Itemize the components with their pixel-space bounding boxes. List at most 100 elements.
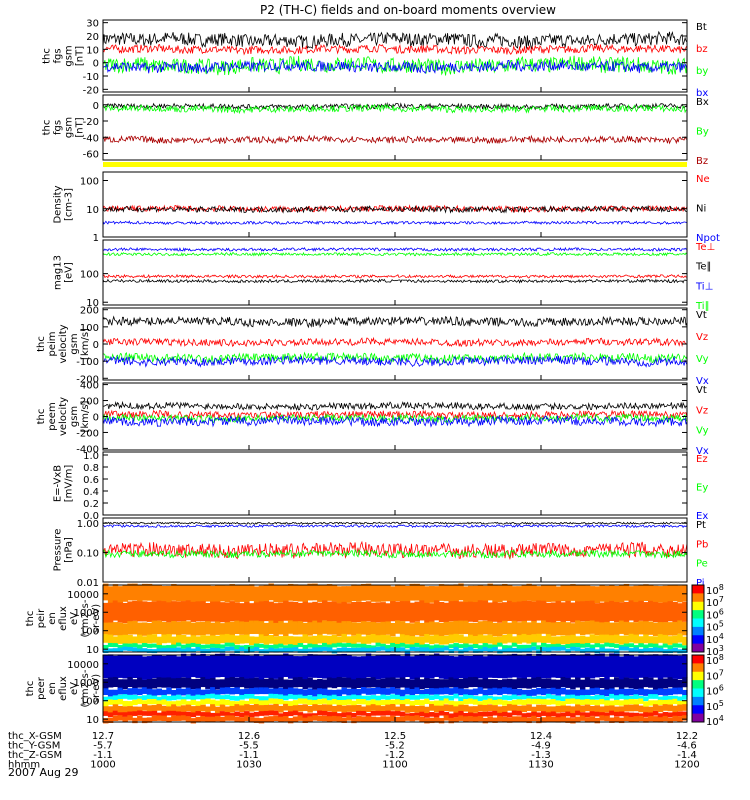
panel-frame	[102, 19, 688, 93]
spectrogram-cell	[346, 705, 352, 712]
spectrogram-cell	[599, 678, 605, 689]
spectrogram-cell	[395, 584, 401, 602]
spectrogram-cell	[414, 677, 420, 688]
spectrogram-cell	[156, 715, 162, 721]
spectrogram-cell	[317, 602, 323, 623]
spectrogram-cell	[249, 603, 255, 624]
spectrogram-cell	[633, 647, 639, 652]
spectrogram-cell	[370, 677, 377, 688]
spectrogram-cell	[312, 689, 318, 697]
y-tick-label: 0.6	[83, 475, 99, 486]
spectrogram-cell	[438, 710, 445, 716]
legend-Vx: Vx	[696, 446, 709, 457]
spectrogram-cell	[657, 602, 664, 623]
spectrogram-cell	[614, 643, 620, 648]
spectrogram-cell	[180, 699, 187, 705]
spectrogram-cell	[107, 654, 114, 678]
spectrogram-cell	[166, 654, 172, 678]
spectrogram-cell	[151, 715, 158, 722]
y-tick-label: 1000	[74, 608, 99, 619]
spectrogram-cell	[390, 715, 396, 722]
spectrogram-cell	[103, 711, 109, 716]
spectrogram-cell	[117, 715, 124, 721]
spectrogram-cell	[229, 621, 235, 636]
spectrogram-cell	[628, 695, 635, 701]
spectrogram-cell	[346, 642, 352, 647]
spectrogram-cell	[326, 635, 333, 645]
spectrogram-cell	[292, 644, 299, 649]
spectrogram-cell	[429, 701, 435, 707]
panel-frame	[102, 171, 688, 238]
spectrogram-cell	[477, 704, 484, 712]
spectrogram-cell	[112, 699, 119, 706]
spectrogram-cell	[244, 678, 250, 689]
spectrogram-cell	[521, 678, 527, 689]
spectrogram-cell	[565, 677, 571, 688]
spectrogram-cell	[390, 642, 396, 647]
spectrogram-cell	[331, 621, 338, 635]
spectrogram-cell	[633, 634, 639, 644]
spectrogram-cell	[385, 603, 391, 624]
spectrogram-cell	[536, 633, 542, 643]
spectrogram-cell	[531, 706, 537, 714]
spectrogram-cell	[652, 622, 659, 636]
spectrogram-cell	[239, 717, 245, 723]
spectrogram-cell	[127, 643, 133, 648]
spectrogram-cell	[244, 715, 250, 721]
spectrogram-cell	[667, 677, 673, 688]
spectrogram-cell	[146, 648, 153, 653]
y-tick-label: 1.0	[83, 451, 99, 462]
colorbar-segment	[692, 618, 704, 628]
spectrogram-cell	[677, 643, 683, 648]
spectrogram-cell	[521, 600, 527, 622]
spectrogram-cell	[633, 656, 639, 680]
spectrogram-cell	[472, 676, 479, 688]
spectrogram-cell	[453, 584, 459, 602]
spectrogram-cell	[210, 643, 216, 648]
spectrogram-cell	[565, 654, 571, 679]
spectrogram-cell	[643, 584, 649, 601]
spectrogram-cell	[521, 620, 527, 635]
spectrogram-cell	[253, 646, 260, 651]
spectrogram-cell	[258, 705, 265, 712]
spectrogram-cell	[214, 713, 221, 718]
spectrogram-cell	[302, 679, 308, 690]
spectrogram-cell	[312, 620, 318, 635]
spectrogram-cell	[550, 695, 557, 700]
spectrogram-cell	[424, 586, 430, 604]
spectrogram-cell	[346, 586, 352, 603]
spectrogram-cell	[171, 648, 177, 653]
spectrogram-cell	[258, 718, 265, 724]
spectrogram-cell	[346, 621, 352, 635]
spectrogram-cell	[497, 636, 503, 646]
series-line-Pi	[102, 524, 688, 529]
spectrogram-cell	[326, 621, 333, 635]
spectrogram-cell	[307, 583, 313, 601]
spectrogram-cell	[195, 585, 201, 603]
spectrogram-cell	[482, 646, 489, 651]
spectrogram-cell	[565, 717, 571, 723]
spectrogram-cell	[682, 645, 688, 650]
panel-frame	[102, 382, 688, 451]
spectrogram-cell	[219, 711, 226, 716]
spectrogram-cell	[107, 699, 114, 705]
spectrogram-cell	[132, 636, 138, 646]
spectrogram-cell	[176, 715, 182, 721]
spectrogram-cell	[555, 713, 562, 718]
spectrogram-cell	[200, 621, 206, 636]
spectrogram-cell	[648, 600, 654, 621]
spectrogram-cell	[351, 647, 357, 652]
spectrogram-cell	[516, 716, 523, 722]
y-axis-label: Density[cm-3]	[53, 185, 75, 223]
spectrogram-cell	[618, 717, 625, 724]
spectrogram-cell	[667, 712, 673, 718]
spectrogram-cell	[287, 679, 294, 690]
spectrogram-cell	[365, 648, 372, 653]
spectrogram-cell	[146, 698, 153, 705]
colorbar-tick-label: 104	[706, 714, 724, 728]
spectrogram-cell	[502, 583, 508, 601]
spectrogram-cell	[273, 655, 279, 679]
spectrogram-cell	[657, 645, 664, 650]
spectrogram-cell	[360, 706, 367, 714]
spectrogram-cell	[103, 622, 109, 637]
